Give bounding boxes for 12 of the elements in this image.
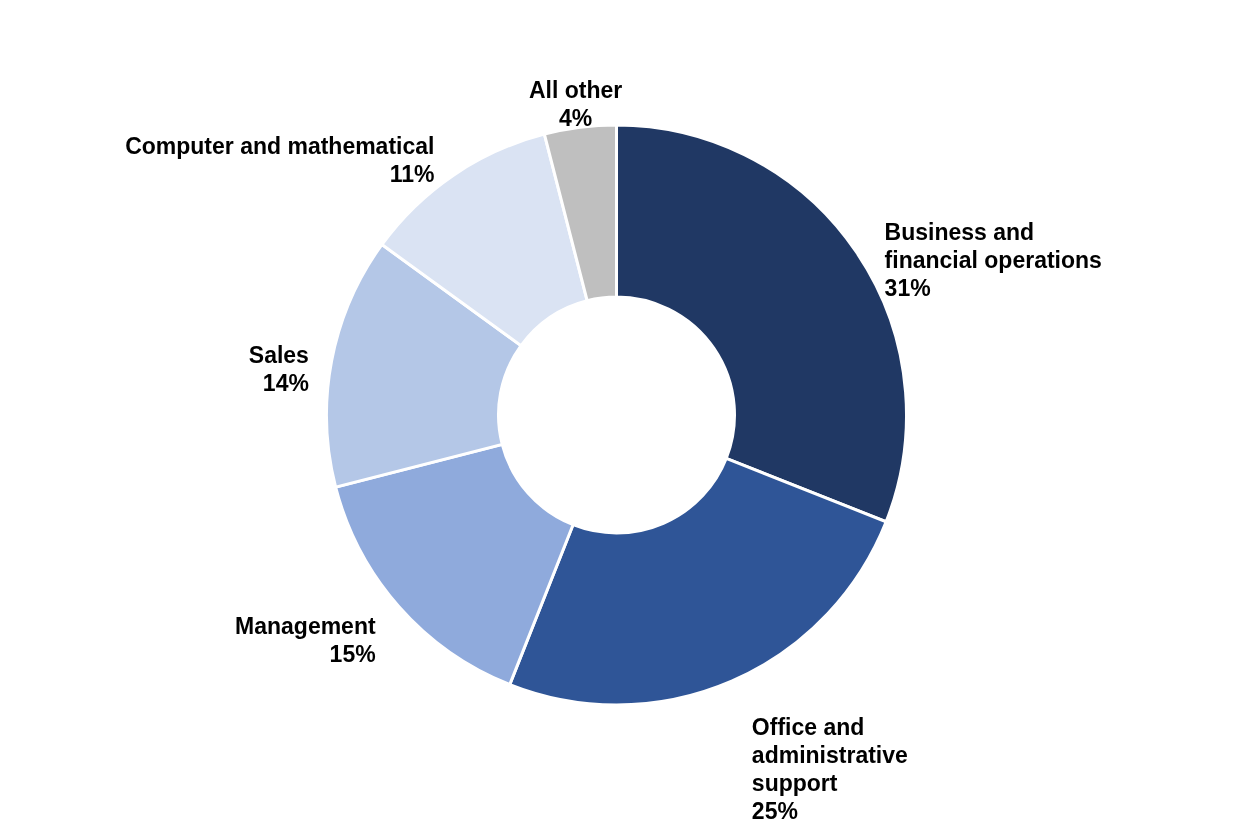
data-label: 15%	[329, 641, 376, 668]
slice-label: All other	[528, 76, 623, 103]
slice-label: Business and financial operations	[884, 218, 1102, 273]
data-label: 11%	[389, 161, 435, 188]
data-label: 14%	[262, 370, 309, 397]
data-label: 31%	[884, 274, 931, 301]
slice-label: Office and administrative support	[751, 713, 908, 796]
slice-label: Sales	[248, 342, 309, 369]
slice-label: Management	[235, 613, 376, 640]
data-label: 4%	[558, 104, 593, 131]
slice-label: Computer and mathematical	[125, 133, 435, 160]
data-label: 25%	[751, 797, 798, 824]
